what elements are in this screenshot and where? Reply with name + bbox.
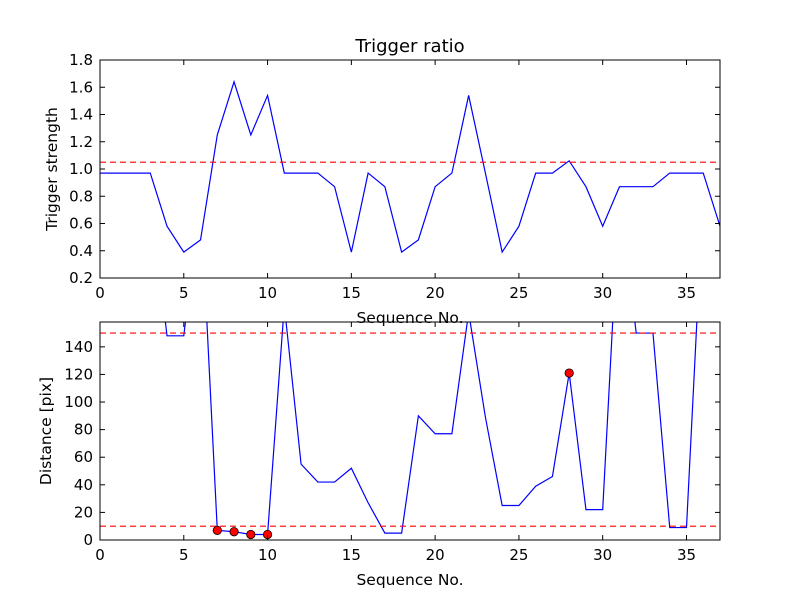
x-tick-label: 25: [509, 546, 528, 564]
plot-content: [100, 322, 720, 536]
x-tick-label: 35: [677, 546, 696, 564]
x-tick-label: 20: [426, 284, 445, 302]
y-axis-label: Trigger strength: [43, 107, 61, 232]
y-tick-label: 80: [74, 421, 93, 439]
series-line-0: [100, 79, 720, 254]
x-axis-label: Sequence No.: [356, 309, 463, 327]
y-tick-label: 1.6: [69, 78, 93, 96]
y-tick-label: 1.0: [69, 160, 93, 178]
distance-chart: Sequence No. Distance [pix] 0 5 10 15 20 25 30…: [37, 321, 721, 589]
trigger-ratio-chart: Trigger ratio Sequence No. Trigger stren…: [43, 36, 721, 327]
x-tick-label: 30: [593, 546, 612, 564]
y-tick-label: 120: [64, 365, 93, 383]
plot-content: [100, 79, 720, 254]
y-tick-label: 0.4: [69, 242, 93, 260]
x-tick-label: 10: [258, 546, 277, 564]
y-tick-label: 20: [74, 503, 93, 521]
x-tick-label: 0: [95, 546, 105, 564]
y-tick-label: 140: [64, 338, 93, 356]
y-tick-label: 40: [74, 476, 93, 494]
x-tick-label: 30: [593, 284, 612, 302]
axes-frame: [99, 321, 721, 541]
y-tick-label: 0.6: [69, 215, 93, 233]
y-axis-label: Distance [pix]: [37, 377, 55, 485]
data-marker-4: [564, 368, 574, 378]
y-tick-label: 0: [83, 531, 93, 549]
x-tick-label: 10: [258, 284, 277, 302]
y-tick-label: 0.2: [69, 269, 93, 287]
x-tick-label: 35: [677, 284, 696, 302]
x-tick-label: 5: [179, 546, 189, 564]
x-tick-label: 15: [342, 284, 361, 302]
series-line-0: [164, 322, 698, 536]
chart-title: Trigger ratio: [354, 36, 464, 57]
data-marker-1: [229, 527, 239, 537]
x-tick-label: 25: [509, 284, 528, 302]
data-marker-0: [212, 525, 222, 535]
y-tick-label: 100: [64, 393, 93, 411]
y-tick-label: 1.2: [69, 133, 93, 151]
y-tick-label: 1.4: [69, 106, 93, 124]
x-tick-label: 15: [342, 546, 361, 564]
y-tick-label: 0.8: [69, 187, 93, 205]
x-tick-label: 5: [179, 284, 189, 302]
x-tick-label: 20: [426, 546, 445, 564]
x-axis-label: Sequence No.: [356, 571, 463, 589]
x-tick-label: 0: [95, 284, 105, 302]
y-tick-label: 1.8: [69, 51, 93, 69]
data-marker-2: [246, 529, 256, 540]
y-tick-label: 60: [74, 448, 93, 466]
